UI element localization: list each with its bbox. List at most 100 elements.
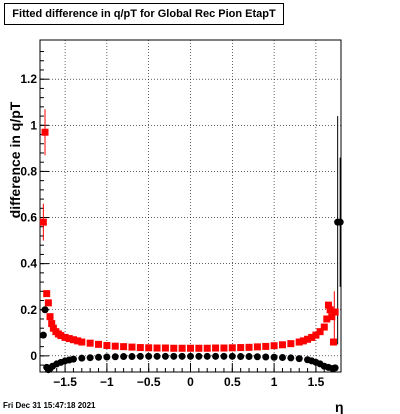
- data-point-red: [46, 313, 54, 321]
- x-tick-label: −1.5: [53, 375, 77, 389]
- data-point-black: [220, 352, 228, 360]
- data-point-red: [43, 290, 51, 298]
- data-point-red: [245, 343, 253, 351]
- data-point-black: [78, 354, 86, 362]
- data-point-red: [253, 343, 261, 351]
- data-point-black: [103, 353, 111, 361]
- data-point-red: [326, 306, 334, 314]
- data-point-red: [86, 339, 94, 347]
- data-point-black: [39, 331, 47, 339]
- data-point-red: [69, 336, 77, 344]
- data-point-red: [161, 344, 169, 352]
- x-axis-label: η: [335, 399, 344, 414]
- data-point-red: [329, 338, 337, 346]
- data-point-red: [48, 320, 56, 328]
- data-point-red: [304, 335, 312, 343]
- y-tick-label: 1: [30, 118, 37, 132]
- data-point-red: [270, 342, 278, 350]
- data-point-red: [178, 344, 186, 352]
- timestamp: Fri Dec 31 15:47:18 2021: [3, 401, 96, 410]
- x-tick-label: 0: [187, 375, 194, 389]
- data-point-black: [245, 353, 253, 361]
- y-tick-label: 0.4: [20, 257, 37, 271]
- data-point-black: [336, 218, 344, 226]
- data-point-red: [323, 315, 331, 323]
- data-point-red: [57, 332, 65, 340]
- data-point-black: [228, 352, 236, 360]
- data-point-red: [320, 323, 328, 331]
- data-point-black: [111, 353, 119, 361]
- error-bars: [42, 109, 341, 345]
- data-point-red: [312, 331, 320, 339]
- data-point-red: [128, 343, 136, 351]
- y-tick-label: 1.2: [20, 72, 37, 86]
- data-point-red: [331, 308, 339, 316]
- data-point-black: [203, 352, 211, 360]
- data-point-red: [299, 337, 307, 345]
- data-point-black: [237, 353, 245, 361]
- data-point-black: [187, 352, 194, 360]
- x-tick-label: 1.5: [308, 375, 325, 389]
- data-point-black: [262, 353, 270, 361]
- data-point-red: [187, 344, 194, 352]
- data-point-red: [203, 344, 211, 352]
- data-point-red: [287, 340, 295, 348]
- data-point-black: [136, 352, 144, 360]
- data-point-black: [331, 364, 339, 372]
- y-tick-label: 0.6: [20, 211, 37, 225]
- data-point-red: [228, 344, 236, 352]
- x-tick-label: 0.5: [224, 375, 241, 389]
- data-point-red: [316, 328, 324, 336]
- data-point-red: [44, 299, 52, 307]
- data-point-black: [287, 354, 295, 362]
- data-point-red: [195, 344, 203, 352]
- data-point-red: [41, 128, 49, 136]
- data-point-red: [61, 333, 69, 341]
- data-point-red: [136, 344, 144, 352]
- data-point-black: [178, 352, 186, 360]
- tick-labels: −1.5 −1 −0.5 0 0.5 1 1.5 0 0.2 0.4 0.6 0.8 1 1.2: [20, 72, 324, 389]
- data-point-black: [278, 353, 286, 361]
- x-tick-label: −1: [100, 375, 114, 389]
- data-point-black: [145, 352, 153, 360]
- data-point-red: [220, 344, 228, 352]
- data-point-red: [170, 344, 178, 352]
- axis-ticks: [40, 51, 334, 372]
- y-tick-label: 0.2: [20, 303, 37, 317]
- data-point-red: [295, 338, 303, 346]
- data-point-black: [253, 353, 261, 361]
- data-point-red: [74, 337, 82, 345]
- data-point-red: [278, 341, 286, 349]
- data-point-black: [195, 352, 203, 360]
- data-point-red: [308, 333, 316, 341]
- y-tick-label: 0.8: [20, 164, 37, 178]
- data-point-black: [95, 353, 103, 361]
- data-point-black: [170, 352, 178, 360]
- data-point-black: [212, 352, 220, 360]
- data-point-black: [86, 354, 94, 362]
- data-point-black: [41, 306, 49, 314]
- data-point-black: [295, 355, 303, 363]
- data-point-black: [69, 355, 77, 363]
- data-point-red: [145, 344, 153, 352]
- data-point-red: [328, 313, 336, 321]
- data-point-red: [212, 344, 220, 352]
- chart-title: Fitted difference in q/pT for Global Rec…: [4, 3, 284, 25]
- data-point-black: [153, 352, 161, 360]
- data-point-red: [262, 342, 270, 350]
- data-point-red: [324, 301, 332, 309]
- x-tick-label: −0.5: [137, 375, 161, 389]
- data-point-red: [237, 344, 245, 352]
- data-point-red: [39, 218, 47, 226]
- x-tick-label: 1: [271, 375, 278, 389]
- data-point-red: [111, 342, 119, 350]
- data-point-red: [65, 335, 73, 343]
- grid: [40, 40, 341, 372]
- y-tick-label: 0: [30, 349, 37, 363]
- data-point-black: [128, 353, 136, 361]
- data-point-red: [95, 340, 103, 348]
- data-point-red: [78, 338, 86, 346]
- data-point-red: [120, 343, 128, 351]
- data-point-black: [120, 353, 128, 361]
